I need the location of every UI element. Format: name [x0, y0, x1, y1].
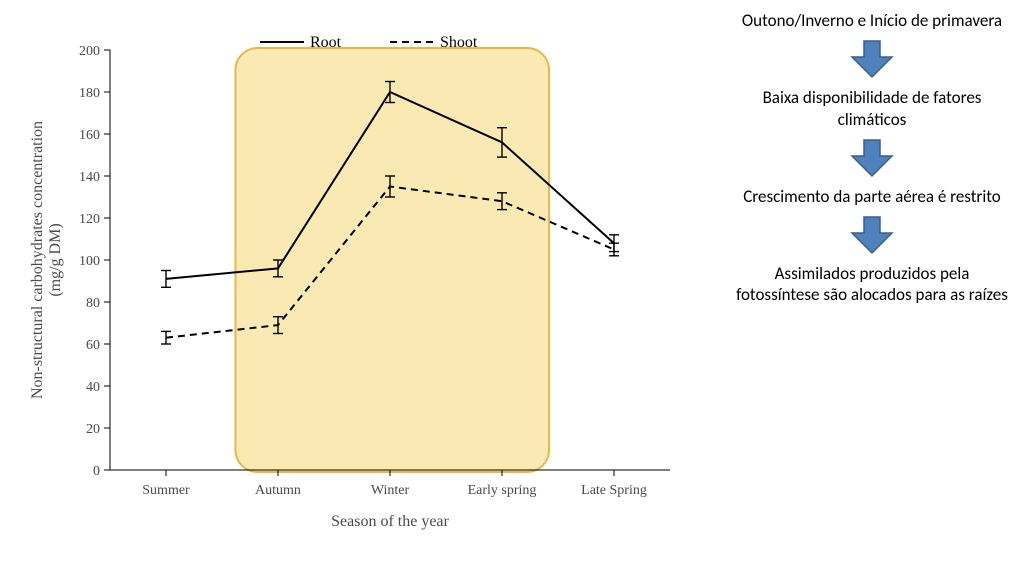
svg-text:160: 160	[79, 128, 100, 143]
svg-text:Winter: Winter	[371, 483, 410, 498]
svg-text:Non-structural carbohydrates c: Non-structural carbohydrates concentrati…	[29, 121, 64, 399]
flow-step-4: Assimilados produzidos pela fotossíntese…	[732, 263, 1012, 306]
arrow-down-icon	[848, 138, 896, 178]
svg-text:80: 80	[86, 296, 100, 311]
arrow-down-icon	[848, 215, 896, 255]
arrow-down-icon	[848, 39, 896, 79]
svg-text:Shoot: Shoot	[440, 34, 478, 51]
svg-text:60: 60	[86, 338, 100, 353]
svg-text:140: 140	[79, 170, 100, 185]
svg-text:Root: Root	[310, 34, 342, 51]
svg-text:Summer: Summer	[142, 483, 190, 498]
svg-text:Autumn: Autumn	[255, 483, 301, 498]
svg-text:120: 120	[79, 212, 100, 227]
svg-text:20: 20	[86, 422, 100, 437]
flow-diagram: Outono/Inverno e Início de primavera Bai…	[720, 0, 1024, 576]
svg-text:40: 40	[86, 380, 100, 395]
svg-text:200: 200	[79, 44, 100, 59]
flow-step-1: Outono/Inverno e Início de primavera	[742, 10, 1002, 31]
svg-text:Early spring: Early spring	[468, 483, 537, 498]
svg-text:180: 180	[79, 86, 100, 101]
svg-text:0: 0	[93, 464, 100, 479]
svg-text:Season of the year: Season of the year	[331, 513, 449, 530]
line-chart: 0 20 40 60 80 100 120 140 160 180 200 Summer Autumn W…	[0, 0, 720, 576]
flow-step-2: Baixa disponibilidade de fatores climáti…	[732, 87, 1012, 130]
svg-text:Late Spring: Late Spring	[581, 483, 647, 498]
svg-text:100: 100	[79, 254, 100, 269]
flow-step-3: Crescimento da parte aérea é restrito	[743, 186, 1001, 207]
chart-panel: 0 20 40 60 80 100 120 140 160 180 200 Summer Autumn W…	[0, 0, 720, 576]
